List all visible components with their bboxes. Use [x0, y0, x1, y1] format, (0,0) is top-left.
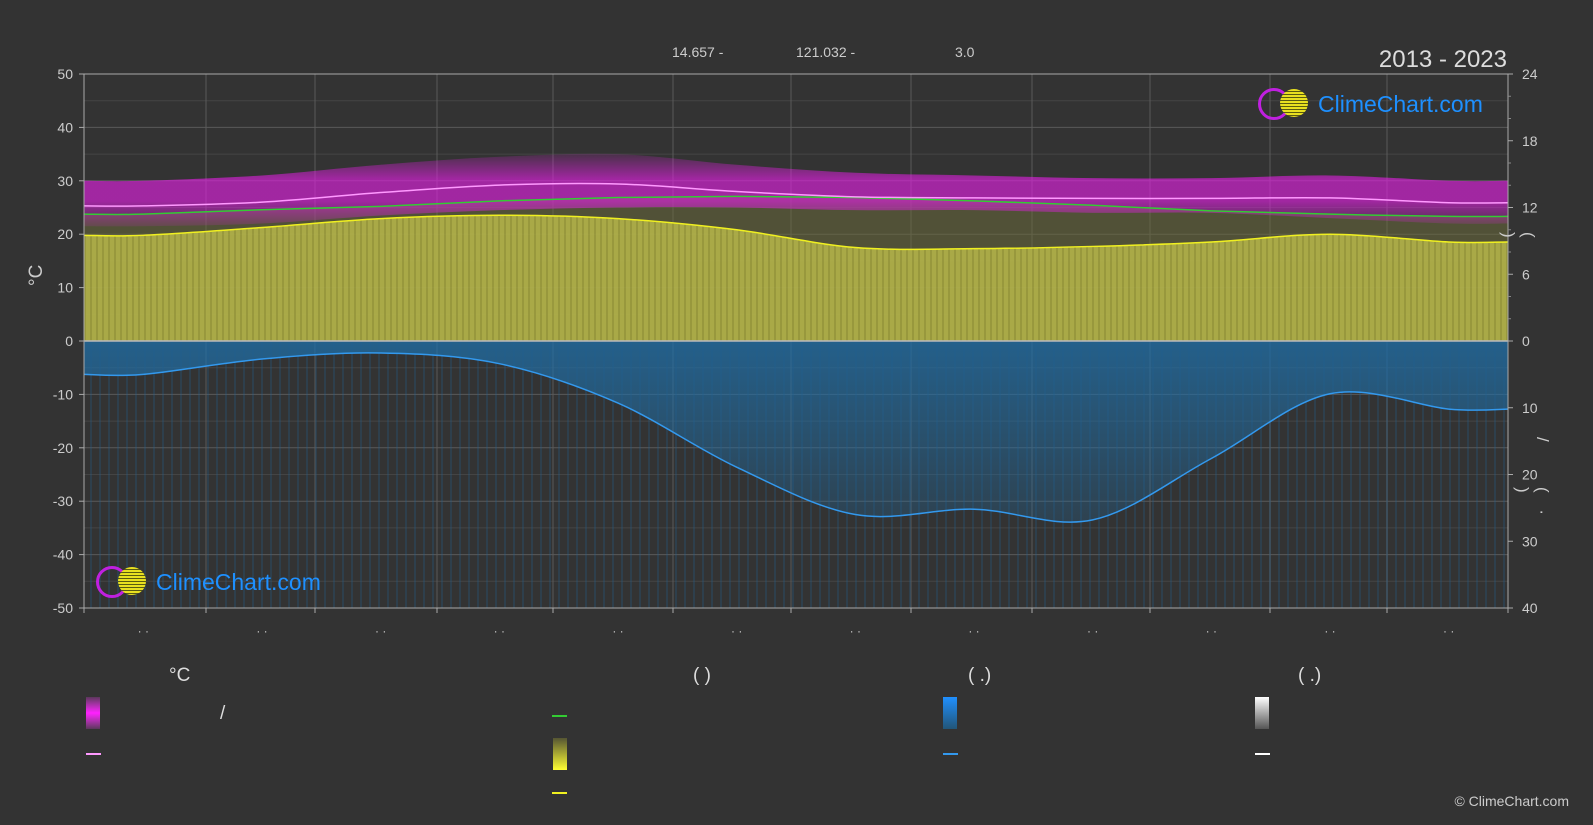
right-top-tick-label: 12 — [1522, 200, 1538, 216]
x-tick-marker: · · — [850, 624, 861, 638]
legend-swatch-precip-area — [943, 697, 957, 729]
logo-icon — [96, 566, 154, 598]
left-tick-label: -20 — [53, 440, 73, 456]
legend-sun-heading: ( ) — [693, 665, 711, 686]
x-tick-marker: · · — [1324, 624, 1335, 638]
left-tick-label: -50 — [53, 600, 73, 616]
legend-rain-heading: ( .) — [968, 665, 992, 686]
max-temp-line — [83, 182, 1509, 207]
x-tick-marker: · · — [1206, 624, 1217, 638]
right-top-tick-label: 0 — [1522, 333, 1530, 349]
x-tick-marker: · · — [968, 624, 979, 638]
legend-temp-heading: °C — [169, 665, 191, 686]
x-tick-marker: · · — [256, 624, 267, 638]
right-axis-top-label: ( ) — [1499, 232, 1538, 256]
latitude-label: 14.657 - — [672, 44, 724, 60]
x-tick-marker: · · — [375, 624, 386, 638]
daylight-line — [83, 195, 1509, 218]
right-top-tick-label: 18 — [1522, 133, 1538, 149]
left-tick-label: 0 — [65, 333, 73, 349]
right-axis-mid-label: / — [1533, 437, 1552, 442]
sunshine-line — [83, 214, 1509, 251]
legend-swatch-sunshine-area — [553, 738, 567, 770]
x-tick-marker: · · — [731, 624, 742, 638]
x-tick-marker: · · — [1443, 624, 1454, 638]
copyright: © ClimeChart.com — [1454, 793, 1569, 809]
left-tick-label: -30 — [53, 493, 73, 509]
right-axis-bottom-label: ( · ) — [1513, 487, 1552, 522]
right-bottom-tick-label: 40 — [1522, 600, 1538, 616]
legend-slash: / — [220, 703, 226, 724]
x-tick-marker: · · — [1087, 624, 1098, 638]
plot-area — [83, 73, 1509, 609]
right-bottom-tick-label: 10 — [1522, 400, 1538, 416]
logo-text: ClimeChart.com — [1318, 90, 1483, 117]
x-tick-marker: · · — [612, 624, 623, 638]
legend-swatch-snow-area — [1255, 697, 1269, 729]
precipitation-line — [83, 352, 1509, 523]
left-tick-label: 20 — [57, 226, 73, 242]
legend-swatch-temp-range — [86, 697, 100, 729]
left-tick-label: -40 — [53, 547, 73, 563]
sunshine-area — [84, 215, 1508, 341]
x-tick-marker: · · — [494, 624, 505, 638]
right-bottom-tick-label: 20 — [1522, 467, 1538, 483]
axes: 50 40 30 20 10 0 -10 -20 -30 -40 -50 24 18 12 6 0 10 20 30… — [53, 66, 1538, 638]
right-top-tick-label: 24 — [1522, 66, 1538, 82]
legend-snow-heading: ( .) — [1298, 665, 1322, 686]
left-tick-label: 10 — [57, 280, 73, 296]
longitude-label: 121.032 - — [796, 44, 856, 60]
logo-top[interactable]: ClimeChart.com — [1258, 88, 1483, 120]
precipitation-texture — [84, 341, 1508, 608]
x-tick-marker: · · — [138, 624, 149, 638]
left-tick-label: 30 — [57, 173, 73, 189]
left-tick-label: 50 — [57, 66, 73, 82]
left-tick-label: 40 — [57, 119, 73, 135]
elevation-label: 3.0 — [955, 44, 975, 60]
legend-swatches — [86, 697, 1270, 794]
logo-icon — [1258, 88, 1316, 120]
left-tick-label: -10 — [53, 386, 73, 402]
right-top-tick-label: 6 — [1522, 266, 1530, 282]
logo-text: ClimeChart.com — [156, 568, 321, 595]
right-bottom-tick-label: 30 — [1522, 533, 1538, 549]
period-label: 2013 - 2023 — [1378, 46, 1507, 73]
logo-bottom[interactable]: ClimeChart.com — [96, 566, 321, 598]
left-axis-unit: °C — [26, 264, 47, 286]
